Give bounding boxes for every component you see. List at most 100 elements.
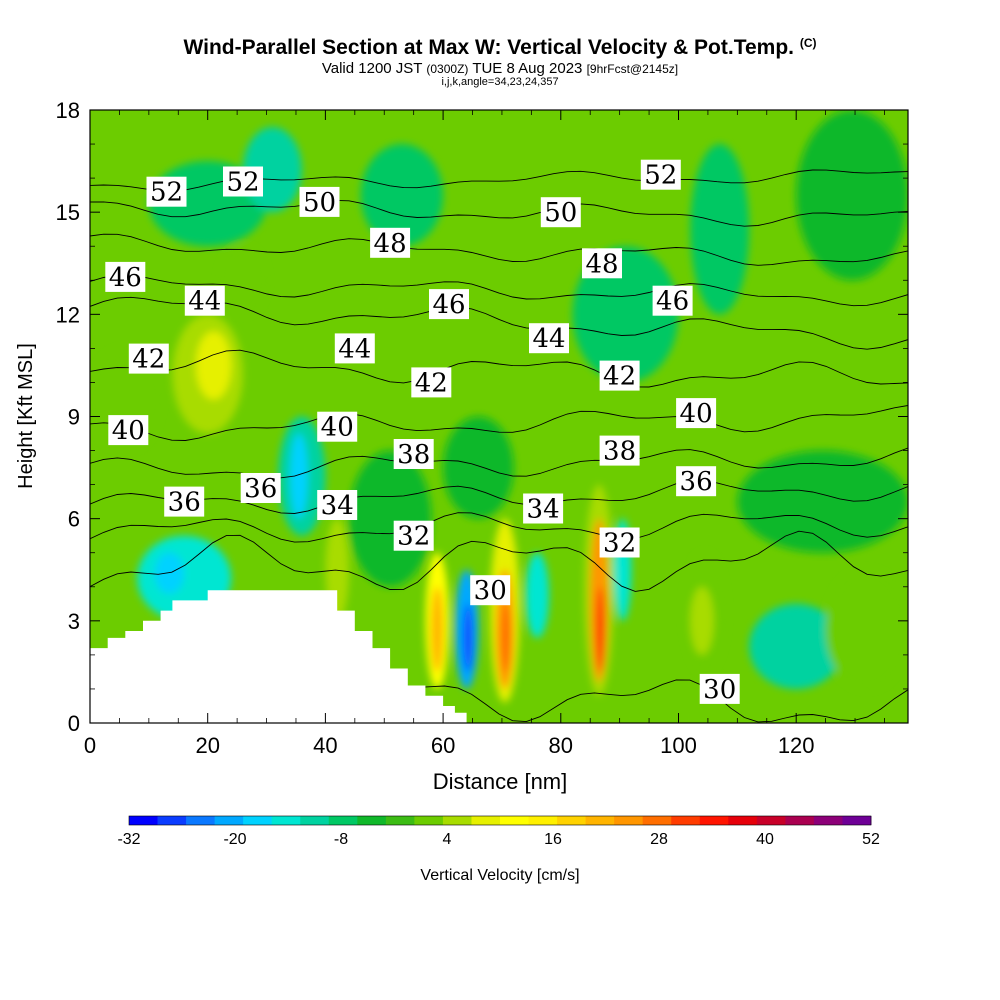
velocity-cell-27: [825, 569, 908, 689]
chart-title: Wind-Parallel Section at Max W: Vertical…: [0, 36, 1000, 60]
x-tick-label: 120: [778, 733, 815, 758]
isentrope-label-9: 40: [108, 415, 149, 446]
colorbar-swatch: [129, 816, 158, 825]
isentrope-label-text: 42: [132, 345, 165, 375]
velocity-cell-28: [572, 246, 679, 383]
isentrope-label-6: 46: [429, 289, 469, 320]
isentrope-label-text: 40: [112, 416, 145, 446]
isentrope-label-box: [223, 166, 263, 197]
y-tick-label: 6: [68, 507, 80, 532]
chart-subtitle: Valid 1200 JST (0300Z) TUE 8 Aug 2023 [9…: [0, 60, 1000, 77]
isentrope-label-12: 38: [393, 439, 434, 470]
isentrope-label-3: 48: [370, 227, 411, 259]
isentrope-label-box: [334, 333, 375, 364]
isentrope-label-box: [370, 227, 411, 258]
colorbar-swatch: [699, 816, 729, 825]
isentrope-label-23: 34: [523, 493, 564, 525]
velocity-cell-26: [749, 603, 844, 689]
isentrope-46: [90, 274, 908, 307]
velocity-cell-2: [195, 331, 232, 400]
isentrope-label-26: 46: [652, 285, 693, 317]
isentrope-label-box: [676, 398, 717, 429]
isentrope-44: [90, 296, 908, 350]
colorbar-label: Vertical Velocity [cm/s]: [420, 867, 579, 884]
isentrope-50: [90, 199, 908, 227]
isentrope-label-text: 52: [226, 168, 259, 198]
isentrope-label-text: 50: [544, 198, 577, 228]
isentrope-label-15: 34: [317, 490, 358, 521]
isentrope-label-text: 36: [244, 474, 277, 504]
x-tick-label: 100: [660, 733, 697, 758]
isentrope-label-text: 42: [415, 368, 448, 398]
isentrope-label-text: 52: [150, 178, 183, 208]
colorbar-tick-label: 52: [862, 831, 880, 848]
isentrope-label-text: 44: [338, 334, 371, 364]
isentrope-label-20: 44: [529, 323, 569, 354]
isentrope-label-text: 46: [656, 287, 689, 317]
y-tick-label: 3: [68, 609, 80, 634]
isentrope-label-box: [429, 289, 469, 320]
colorbar-swatch: [357, 816, 387, 825]
colorbar-tick-label: -32: [117, 831, 140, 848]
isentrope-label-29: 30: [699, 673, 740, 705]
isentrope-38: [90, 447, 908, 479]
isentrope-label-box: [640, 159, 681, 190]
index-line: i,j,k,angle=34,23,24,357: [441, 76, 559, 88]
isentrope-label-box: [128, 343, 169, 374]
isentrope-label-text: 46: [432, 290, 465, 320]
forecast-info: [9hrFcst@2145z]: [586, 62, 679, 76]
isentrope-label-text: 30: [703, 675, 736, 705]
isentrope-label-box: [393, 439, 434, 469]
velocity-cell-13: [431, 586, 444, 672]
isentrope-label-box: [652, 285, 693, 316]
x-tick-label: 20: [195, 733, 219, 758]
isentrope-label-text: 36: [168, 488, 201, 518]
isentrope-label-4: 46: [105, 261, 146, 293]
isentrope-label-text: 44: [532, 324, 565, 354]
y-tick-label: 12: [56, 302, 80, 327]
colorbar-swatch: [500, 816, 529, 825]
velocity-cell-15: [463, 603, 473, 672]
colorbar-swatch: [300, 816, 330, 825]
isentrope-lines: [90, 169, 908, 723]
colorbar-tick-label: -8: [334, 831, 348, 848]
y-axis-label: Height [Kft MSL]: [15, 343, 37, 489]
colorbar-tick-label: 28: [650, 831, 668, 848]
isentrope-label-13: 36: [164, 486, 205, 518]
isentrope-40: [90, 405, 908, 441]
colorbar-swatch: [842, 816, 872, 825]
colorbar-swatch: [785, 816, 815, 825]
isentrope-34: [90, 512, 908, 543]
isentrope-label-7: 42: [128, 343, 169, 375]
colorbar-swatch: [671, 816, 701, 825]
colorbar-swatch: [585, 816, 615, 825]
isentrope-label-text: 30: [474, 576, 507, 606]
terrain-mask: [90, 590, 467, 723]
isentrope-label-22: 38: [599, 435, 640, 467]
colorbar-swatch: [328, 816, 358, 825]
x-tick-label: 60: [431, 733, 455, 758]
velocity-cell-33: [737, 450, 908, 553]
isentrope-label-box: [184, 285, 225, 316]
isentrope-label-box: [411, 367, 452, 398]
isentrope-label-16: 32: [393, 520, 434, 552]
colorbar-swatch: [414, 816, 444, 825]
plot-area: 52 52 50 48 46 44 46 42 44 40 42 40 38 36 36 34 32 30 50 48…: [90, 110, 908, 723]
isentrope-label-text: 34: [321, 491, 354, 521]
isentrope-label-box: [582, 248, 622, 279]
isentrope-label-21: 42: [599, 360, 640, 392]
colorbar-tick-label: 40: [756, 831, 774, 848]
colorbar-tick-label: 4: [443, 831, 452, 848]
valid-date: TUE 8 Aug 2023: [472, 60, 583, 77]
isentrope-label-box: [108, 415, 149, 446]
isentrope-label-box: [529, 323, 569, 354]
velocity-cell-29: [690, 144, 750, 315]
velocity-cell-9: [154, 552, 185, 594]
isentrope-label-text: 42: [603, 362, 636, 392]
isentrope-label-25: 52: [640, 159, 681, 191]
colorbar-swatch: [557, 816, 587, 825]
isentrope-label-box: [523, 493, 564, 524]
isentrope-label-box: [599, 527, 640, 558]
